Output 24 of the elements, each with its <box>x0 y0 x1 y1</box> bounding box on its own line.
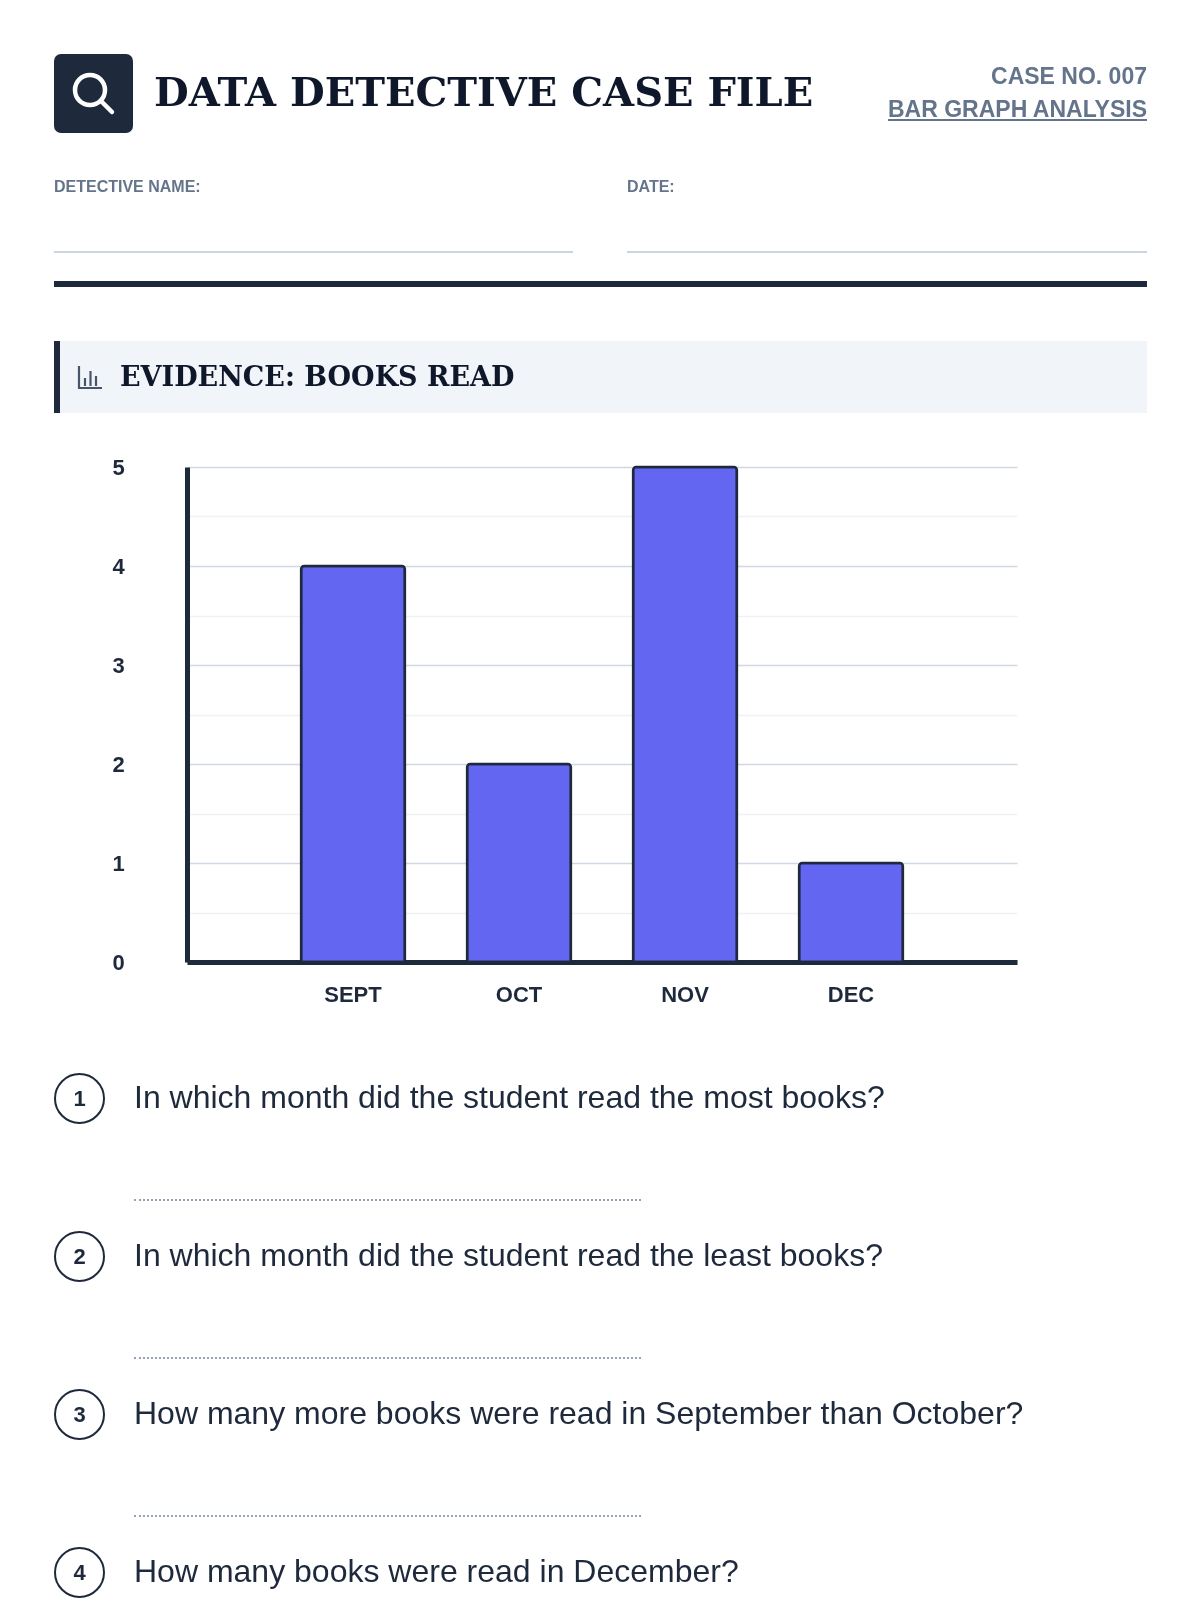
number-badge: 3 <box>54 1389 105 1440</box>
y-tick-label: 1 <box>112 850 125 876</box>
text: CASE NO. 007 <box>991 62 1147 91</box>
y-tick-label: 0 <box>112 949 125 975</box>
text: DATA DETECTIVE CASE FILE <box>154 67 814 117</box>
y-tick-label: 4 <box>112 553 126 579</box>
y-tick-label: 2 <box>112 751 125 777</box>
y-tick-label: 3 <box>112 652 125 678</box>
y-tick-label: 5 <box>112 454 125 480</box>
x-tick-label: OCT <box>495 981 543 1007</box>
text: How many more books were read in September than October? <box>134 1394 1024 1433</box>
text: BAR GRAPH ANALYSIS <box>888 95 1147 124</box>
x-tick-label: DEC <box>827 981 875 1007</box>
number-badge: 4 <box>54 1547 105 1598</box>
text: In which month did the student read the most books? <box>134 1078 885 1117</box>
text: DETECTIVE NAME: <box>54 177 201 197</box>
number-badge: 1 <box>54 1073 105 1124</box>
text: How many books were read in December? <box>134 1552 739 1591</box>
x-tick-label: SEPT <box>324 981 383 1007</box>
chart-title: EVIDENCE: BOOKS READ <box>120 360 515 394</box>
text: DATE: <box>627 177 675 197</box>
text: In which month did the student read the least books? <box>134 1236 883 1275</box>
number-badge: 2 <box>54 1231 105 1282</box>
x-tick-label: NOV <box>661 981 710 1007</box>
